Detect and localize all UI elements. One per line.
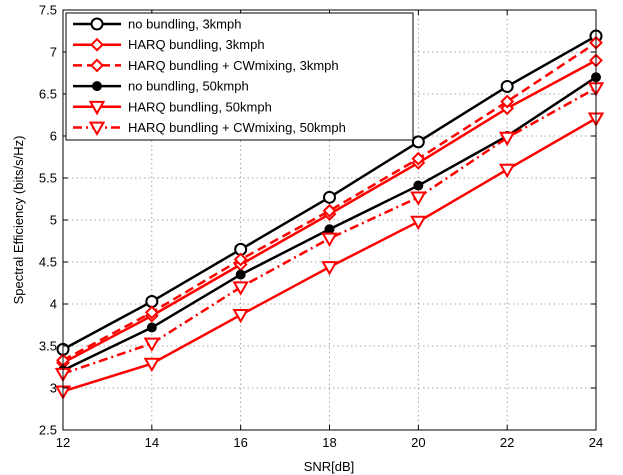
y-tick-label: 3 [50, 381, 57, 396]
legend-item: HARQ bundling + CWmixing, 3kmph [73, 58, 339, 73]
legend-box [65, 12, 414, 141]
legend-label: no bundling, 50kmph [128, 79, 249, 94]
data-point [323, 190, 336, 204]
legend-label: HARQ bundling, 50kmph [128, 99, 272, 114]
series-line [54, 82, 605, 383]
x-axis-label: SNR[dB] [304, 459, 355, 474]
data-point [413, 180, 424, 191]
data-point [235, 269, 246, 280]
legend-label: HARQ bundling + CWmixing, 50kmph [128, 120, 346, 135]
data-point [146, 322, 157, 333]
data-point [498, 163, 516, 179]
legend-item: HARQ bundling + CWmixing, 50kmph [73, 120, 346, 137]
legend-marker [90, 17, 104, 31]
data-point [498, 131, 516, 147]
series-line [56, 29, 603, 356]
legend-label: no bundling, 3kmph [128, 17, 241, 32]
legend: no bundling, 3kmph HARQ bundling, 3kmph HA… [65, 12, 414, 141]
data-point [321, 232, 338, 247]
y-axis-label: Spectral Efficiency (bits/s/Hz) [11, 136, 26, 305]
y-tick-label: 7.5 [39, 3, 57, 18]
data-point [232, 309, 249, 324]
data-point [324, 224, 335, 235]
y-tick-label: 4.5 [39, 255, 57, 270]
x-tick-label: 12 [56, 435, 70, 450]
data-point [410, 215, 427, 231]
x-tick-label: 24 [589, 435, 603, 450]
data-point [143, 357, 161, 373]
y-tick-label: 6 [50, 129, 57, 144]
legend-marker [90, 58, 104, 73]
legend-marker [88, 100, 106, 116]
x-tick-label: 22 [500, 435, 514, 450]
legend-item: no bundling, 50kmph [73, 79, 249, 94]
axis-ticks: 12 14 16 18 20 22 24 2.5 3 3.5 4 4.5 5 5.5 6 6.5 7 7.5 [39, 3, 603, 451]
data-point [500, 79, 514, 93]
y-tick-label: 6.5 [39, 87, 57, 102]
data-point [500, 94, 515, 109]
x-tick-label: 20 [411, 435, 425, 450]
data-point [321, 261, 338, 276]
legend-item: HARQ bundling, 50kmph [73, 99, 272, 116]
y-tick-label: 2.5 [39, 423, 57, 438]
legend-marker [90, 37, 104, 52]
legend-label: HARQ bundling, 3kmph [128, 37, 265, 52]
legend-item: no bundling, 3kmph [73, 17, 241, 32]
data-point [143, 337, 161, 352]
x-tick-label: 18 [322, 435, 336, 450]
legend-item: HARQ bundling, 3kmph [73, 37, 265, 52]
data-point [411, 151, 426, 166]
legend-marker [92, 81, 102, 92]
data-point [144, 305, 159, 320]
data-point [232, 281, 249, 296]
x-tick-label: 16 [233, 435, 247, 450]
y-tick-label: 5.5 [39, 171, 57, 186]
x-tick-label: 14 [145, 435, 159, 450]
data-point [233, 252, 248, 267]
y-tick-label: 4 [50, 297, 57, 312]
data-point [411, 135, 425, 149]
y-tick-label: 5 [50, 213, 57, 228]
y-tick-label: 7 [50, 45, 57, 60]
legend-label: HARQ bundling + CWmixing, 3kmph [128, 58, 339, 73]
data-point [410, 191, 427, 206]
legend-marker [88, 121, 106, 137]
series-group [54, 29, 605, 400]
data-point [322, 203, 337, 218]
data-point [145, 294, 159, 308]
y-tick-label: 3.5 [39, 339, 57, 354]
